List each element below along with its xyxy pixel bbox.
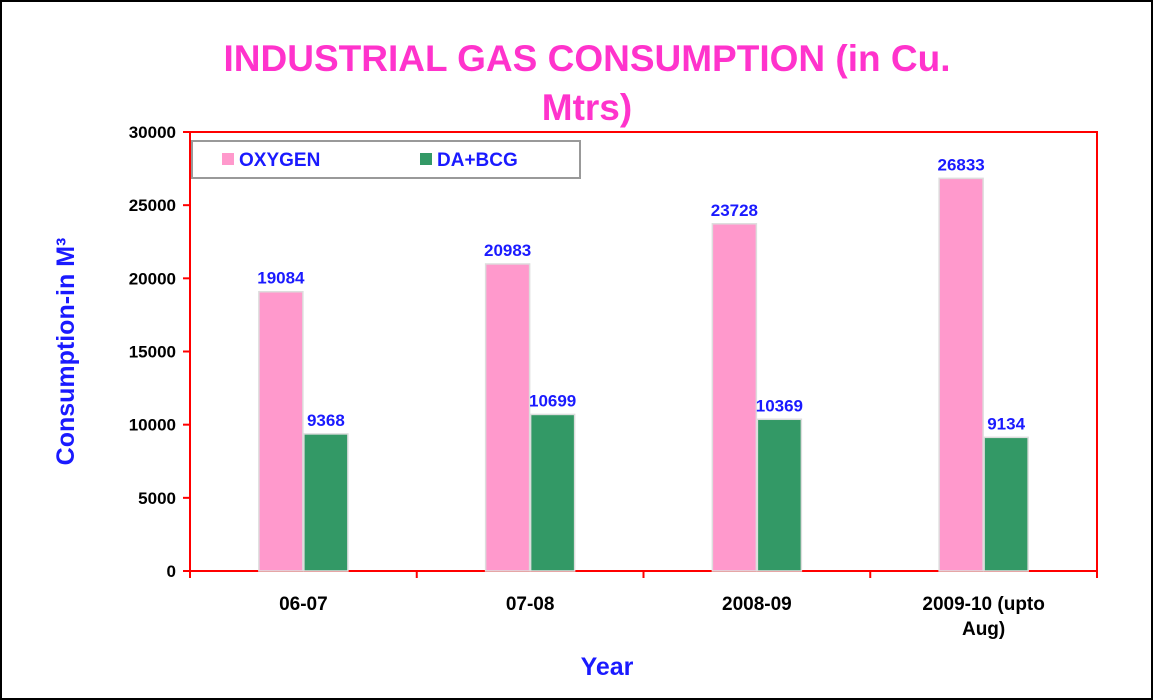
bar [938, 177, 984, 572]
bar [484, 263, 531, 572]
x-tick-label: 07-08 [505, 594, 555, 615]
bar [711, 223, 758, 572]
x-tick-label: 2009-10 (upto Aug) [922, 594, 1045, 640]
legend-swatch [420, 153, 432, 165]
value-label: 10369 [756, 396, 803, 415]
chart-title: INDUSTRIAL GAS CONSUMPTION (in Cu. Mtrs) [223, 38, 951, 128]
y-tick-label: 5000 [138, 489, 176, 508]
bar [756, 418, 803, 572]
legend: OXYGEN DA+BCG [191, 140, 581, 179]
y-axis-title: Consumption-in M³ [52, 238, 80, 466]
bar [303, 433, 349, 572]
x-tick-label: 06-07 [279, 594, 328, 615]
value-label: 26833 [937, 155, 984, 174]
value-label: 9134 [987, 414, 1025, 433]
legend-box [191, 140, 581, 179]
y-tick-label: 30000 [129, 123, 176, 142]
value-label: 20983 [484, 241, 531, 260]
y-tick-label: 0 [167, 562, 176, 581]
x-tick-label: 2008-09 [722, 594, 792, 615]
value-label: 19084 [257, 269, 305, 288]
legend-swatch [222, 153, 234, 165]
value-label: 23728 [711, 201, 758, 220]
bar [529, 413, 576, 572]
y-tick-label: 20000 [129, 269, 176, 288]
y-tick-label: 10000 [129, 416, 176, 435]
y-tick-label: 25000 [129, 196, 176, 215]
bar [983, 436, 1029, 572]
y-tick-label: 15000 [129, 343, 176, 362]
legend-label: DA+BCG [437, 150, 518, 171]
value-label: 10699 [529, 391, 576, 410]
legend-label: OXYGEN [239, 150, 320, 171]
bar [258, 290, 304, 572]
value-label: 9368 [307, 411, 345, 430]
x-axis-title: Year [581, 653, 634, 681]
